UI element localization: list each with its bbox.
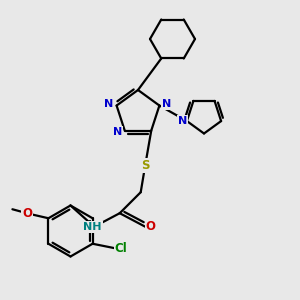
Text: N: N: [112, 127, 122, 137]
Text: NH: NH: [83, 222, 102, 232]
Text: N: N: [178, 116, 187, 126]
Text: O: O: [146, 220, 156, 233]
Text: O: O: [22, 207, 32, 220]
Text: S: S: [141, 159, 149, 172]
Text: N: N: [104, 99, 114, 109]
Text: Cl: Cl: [115, 242, 128, 255]
Text: N: N: [162, 99, 172, 109]
